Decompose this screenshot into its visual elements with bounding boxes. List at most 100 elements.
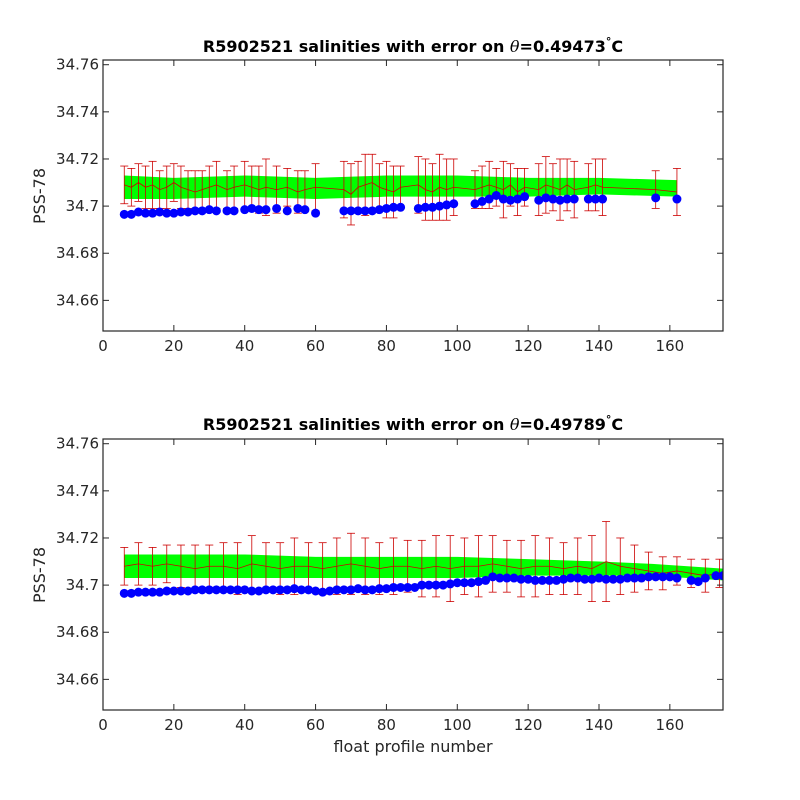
top-salinity-panel: R5902521 salinities with error on θ=0.49… xyxy=(30,35,724,355)
top-error-bar xyxy=(570,160,579,219)
top-title-theta: θ xyxy=(510,37,520,56)
top-error-bar xyxy=(598,158,607,216)
top-title-value: =0.49473 xyxy=(520,37,606,56)
top-error-bar xyxy=(534,163,543,216)
top-salinity-point xyxy=(211,206,221,216)
bottom-salinity-point xyxy=(700,573,710,583)
top-salinity-point xyxy=(672,194,682,204)
top-error-bar xyxy=(141,165,150,209)
top-error-bar xyxy=(556,158,565,221)
top-title-unit: C xyxy=(611,37,623,56)
top-error-bar xyxy=(513,167,522,216)
bottom-error-bar xyxy=(162,544,171,584)
bottom-title-prefix: R5902521 salinities with error on xyxy=(203,415,510,434)
bottom-error-bar xyxy=(602,521,611,602)
top-salinity-point xyxy=(261,205,271,215)
bottom-y-tick-label: 34.72 xyxy=(56,529,99,547)
top-salinity-point xyxy=(396,202,406,212)
bottom-error-bar xyxy=(332,537,341,595)
top-y-tick-label: 34.7 xyxy=(66,197,99,215)
bottom-salinity-panel: R5902521 salinities with error on θ=0.49… xyxy=(30,413,724,756)
top-salinity-point xyxy=(569,194,579,204)
bottom-error-bar xyxy=(488,535,497,593)
bottom-error-bar xyxy=(587,535,596,602)
top-error-bar xyxy=(169,163,178,202)
top-salinity-point xyxy=(229,206,239,216)
top-error-bar xyxy=(672,167,681,216)
bottom-x-axis-label: float profile number xyxy=(333,737,493,756)
top-error-bar xyxy=(414,156,423,214)
bottom-x-tick-label: 20 xyxy=(164,716,183,734)
top-x-tick-label: 40 xyxy=(235,337,254,355)
bottom-y-axis-label: PSS-78 xyxy=(30,547,49,603)
bottom-axes-frame xyxy=(102,438,724,711)
bottom-error-bar xyxy=(531,535,540,598)
bottom-plot-area xyxy=(119,521,723,602)
bottom-error-bar xyxy=(644,551,653,591)
top-error-bar xyxy=(127,167,136,207)
top-salinity-point xyxy=(598,194,608,204)
bottom-title-value: =0.49789 xyxy=(520,415,606,434)
top-salinity-point xyxy=(491,191,501,200)
top-y-axis-label: PSS-78 xyxy=(30,168,49,224)
top-x-tick-label: 60 xyxy=(306,337,325,355)
top-title-prefix: R5902521 salinities with error on xyxy=(203,37,510,56)
top-error-bar xyxy=(148,160,157,209)
bottom-error-bar xyxy=(148,547,157,586)
bottom-error-bar xyxy=(120,547,129,586)
top-x-tick-label: 20 xyxy=(164,337,183,355)
bottom-x-tick-label: 100 xyxy=(443,716,472,734)
bottom-title-degree: ° xyxy=(606,413,612,426)
bottom-error-bar xyxy=(630,544,639,593)
bottom-mapped-salinity-band xyxy=(124,554,723,581)
top-x-tick-label: 140 xyxy=(585,337,614,355)
top-salinity-point xyxy=(272,203,282,213)
top-x-tick-label: 160 xyxy=(656,337,685,355)
bottom-error-bar xyxy=(517,539,526,598)
bottom-error-bar xyxy=(361,537,370,595)
top-y-tick-label: 34.68 xyxy=(56,244,99,262)
bottom-error-bar xyxy=(446,535,455,602)
bottom-error-bar xyxy=(134,542,143,586)
bottom-x-tick-label: 0 xyxy=(98,716,108,734)
top-salinity-point xyxy=(449,199,459,209)
top-y-tick-label: 34.66 xyxy=(56,291,99,309)
top-salinity-point xyxy=(311,208,321,218)
bottom-salinity-point xyxy=(672,573,682,583)
bottom-error-bar xyxy=(474,535,483,598)
bottom-y-tick-label: 34.74 xyxy=(56,482,99,500)
bottom-x-tick-label: 40 xyxy=(235,716,254,734)
top-x-tick-label: 80 xyxy=(377,337,396,355)
bottom-y-tick-label: 34.68 xyxy=(56,623,99,641)
top-error-bar xyxy=(541,156,550,214)
top-error-bar xyxy=(361,153,370,216)
top-error-bar xyxy=(499,160,508,219)
top-error-bar xyxy=(134,163,143,202)
top-error-bar xyxy=(283,167,292,207)
top-error-bar xyxy=(120,165,129,205)
bottom-y-tick-label: 34.7 xyxy=(66,576,99,594)
bottom-title-unit: C xyxy=(611,415,623,434)
top-salinity-point xyxy=(484,194,494,204)
top-x-tick-label: 0 xyxy=(98,337,108,355)
bottom-x-tick-label: 60 xyxy=(306,716,325,734)
top-salinity-point xyxy=(651,193,661,203)
top-x-tick-label: 120 xyxy=(514,337,543,355)
top-plot-title: R5902521 salinities with error on θ=0.49… xyxy=(203,35,623,56)
bottom-error-bar xyxy=(347,532,355,595)
bottom-error-bar xyxy=(545,537,554,595)
top-salinity-point xyxy=(282,206,292,216)
top-title-degree: ° xyxy=(606,35,612,48)
top-x-tick-label: 100 xyxy=(443,337,472,355)
bottom-salinity-point xyxy=(481,575,491,585)
bottom-x-tick-label: 120 xyxy=(514,716,543,734)
bottom-x-tick-label: 160 xyxy=(656,716,685,734)
bottom-x-tick-label: 140 xyxy=(585,716,614,734)
top-salinity-point xyxy=(300,205,310,215)
top-y-tick-label: 34.72 xyxy=(56,150,99,168)
top-error-bar xyxy=(162,165,171,209)
bottom-salinity-point xyxy=(718,571,723,581)
bottom-x-tick-label: 80 xyxy=(377,716,396,734)
